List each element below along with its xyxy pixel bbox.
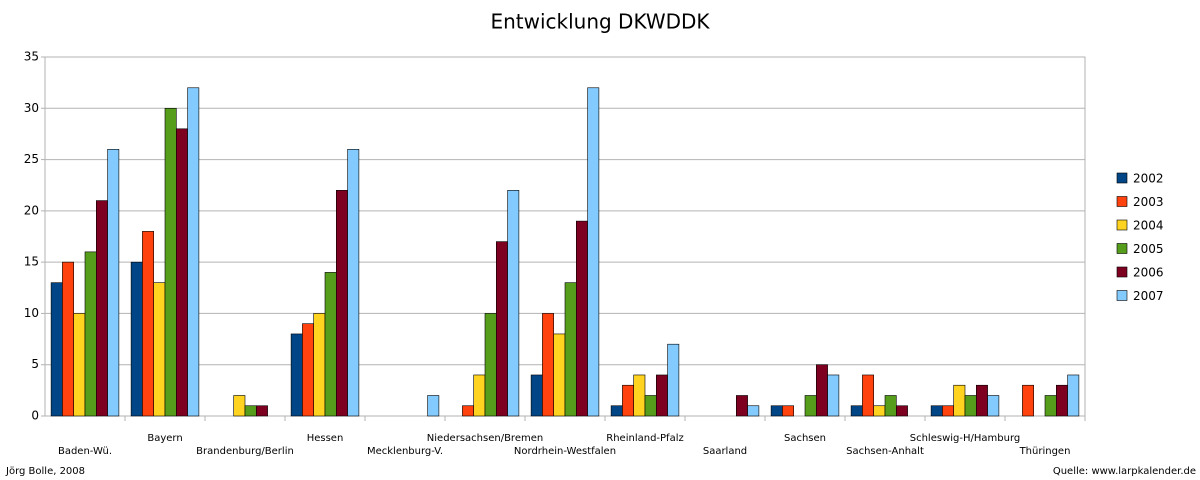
bar [850,405,863,417]
author-note: Jörg Bolle, 2008 [5,466,85,477]
y-tick-label: 25 [24,152,39,166]
bar [610,405,623,417]
x-tick-label: Bayern [147,433,182,444]
bar [244,405,257,417]
bar [507,190,520,417]
bar [655,374,668,417]
bar [302,323,314,417]
x-tick-label: Hessen [307,433,344,444]
bar [462,405,474,417]
bar [255,405,268,417]
legend-swatch [1116,172,1128,184]
bar [73,313,86,417]
x-tick-label: Sachsen [784,433,826,444]
bar [153,282,166,417]
legend-label: 2005 [1133,242,1164,256]
bar [587,87,600,417]
bar [815,364,828,417]
x-tick-label: Thüringen [1019,446,1071,457]
bar [770,405,783,417]
x-tick-label: Saarland [703,446,747,457]
bar [804,395,817,417]
y-tick-label: 15 [24,255,39,269]
x-tick-label: Schleswig-H/Hamburg [910,433,1020,444]
source-note: Quelle: www.larpkalender.de [1053,466,1196,477]
bar [564,282,577,417]
x-tick-label: Nordrhein-Westfalen [514,446,616,457]
legend-swatch [1116,266,1128,278]
bar [667,343,680,417]
bar [644,395,657,417]
bar [313,313,326,417]
bar [484,313,497,417]
bar [975,384,988,417]
bar [942,405,955,417]
bar [862,374,875,417]
bar [930,405,943,417]
y-tick-label: 20 [24,203,39,217]
x-tick-label: Baden-Wü. [58,446,112,457]
legend-label: 2007 [1133,289,1164,303]
y-tick-label: 35 [24,50,39,64]
bar [495,241,508,417]
bar [187,87,200,417]
legend-swatch [1116,243,1128,254]
x-tick-label: Niedersachsen/Bremen [427,433,543,444]
legend-label: 2002 [1133,172,1164,186]
bar [142,231,154,417]
bar [953,384,966,417]
bar [747,405,760,417]
x-tick-label: Mecklenburg-V. [367,446,443,457]
bar [427,395,440,417]
x-tick-label: Brandenburg/Berlin [196,446,294,457]
bar [335,190,348,417]
bar [130,261,143,417]
bar [873,405,886,417]
bar [347,149,360,417]
y-tick-label: 30 [24,101,39,115]
bar [542,313,555,417]
bar [107,149,120,417]
y-tick-label: 5 [31,357,39,371]
bar [233,395,246,417]
y-tick-label: 0 [31,409,39,423]
bar [1022,384,1035,417]
bar [782,405,795,417]
bar [553,333,566,417]
bar [895,405,908,417]
legend-swatch [1116,219,1128,231]
bar [473,374,486,417]
bar [530,374,543,417]
legend-label: 2006 [1133,266,1164,280]
bar [1067,374,1080,417]
x-tick-label: Rheinland-Pfalz [606,433,683,444]
chart-title: Entwicklung DKWDDK [490,10,710,34]
bar [96,200,108,417]
bar [575,220,588,417]
bar [622,384,635,417]
legend-label: 2004 [1133,219,1164,233]
bar [884,395,897,417]
x-tick-label: Sachsen-Anhalt [846,446,924,457]
bar [176,128,188,417]
bar [987,395,1000,417]
legend-swatch [1116,290,1128,301]
y-tick-label: 10 [24,306,39,320]
bar [50,282,63,417]
bar [1056,384,1068,417]
bar [735,395,748,417]
bar [964,395,977,417]
bar [827,374,840,417]
bar [324,272,337,417]
bar [164,107,177,417]
bar [633,374,646,417]
bar [84,251,97,417]
bar [62,261,75,417]
bar [1044,395,1057,417]
bar [290,333,303,417]
legend-label: 2003 [1133,195,1164,209]
legend-swatch [1116,196,1128,207]
